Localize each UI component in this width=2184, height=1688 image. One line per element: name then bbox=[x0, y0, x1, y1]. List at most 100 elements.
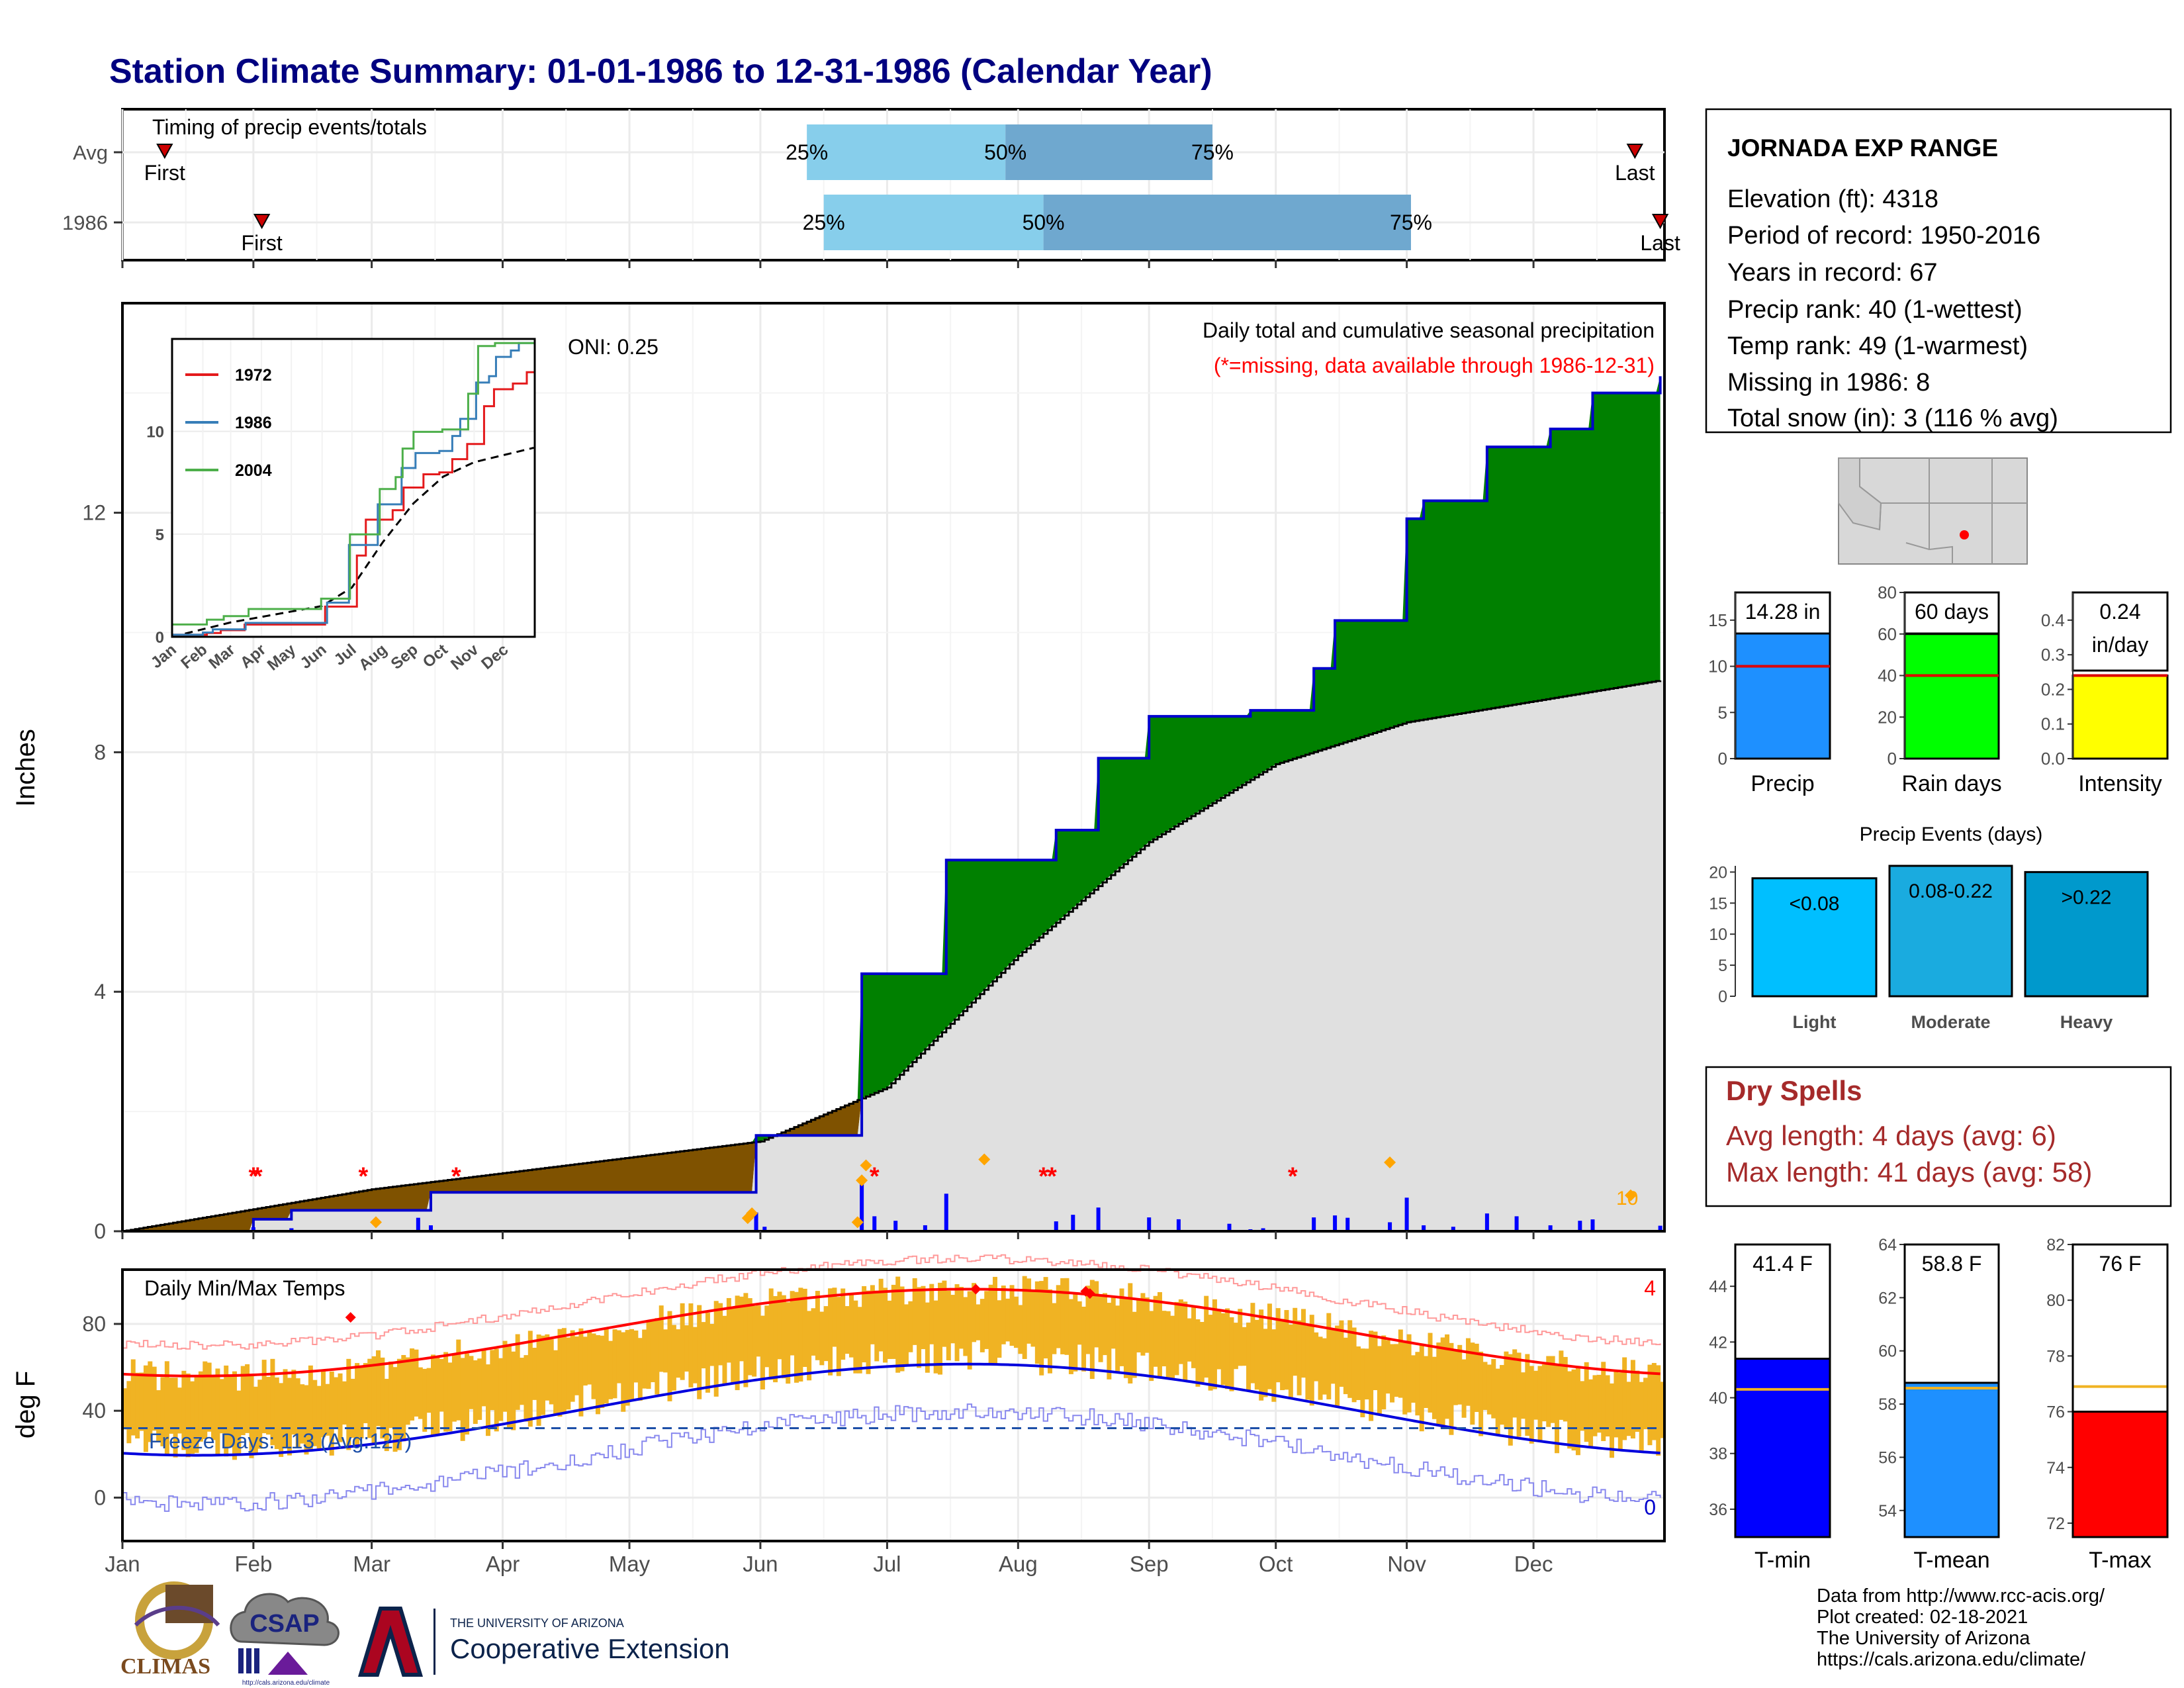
bar-frame bbox=[1903, 1243, 2000, 1538]
daily-temp-bar bbox=[1060, 1278, 1066, 1354]
daily-temp-bar bbox=[338, 1373, 343, 1442]
daily-temp-bar bbox=[1537, 1366, 1543, 1442]
daily-temp-bar bbox=[1647, 1364, 1653, 1446]
daily-temp-bar bbox=[532, 1348, 537, 1400]
timing-marker bbox=[156, 144, 173, 160]
daily-precip-bar bbox=[1096, 1207, 1101, 1231]
month-label: Oct bbox=[1259, 1552, 1293, 1576]
bar-frame bbox=[2071, 1243, 2169, 1538]
daily-temp-bar bbox=[1005, 1298, 1011, 1342]
bar-y-tick-label: 56 bbox=[1878, 1448, 1897, 1467]
inset-y-tick-label: 0 bbox=[156, 629, 164, 647]
daily-precip-bar bbox=[1176, 1219, 1181, 1231]
avg-cumulative-line bbox=[122, 680, 1662, 1233]
daily-temp-bar bbox=[392, 1367, 398, 1452]
daily-temp-bar bbox=[1369, 1331, 1374, 1421]
daily-temp-bar bbox=[253, 1386, 258, 1453]
record-high-marker bbox=[1084, 1288, 1095, 1299]
summary-bar bbox=[1903, 633, 2000, 760]
daily-temp-bar bbox=[1406, 1334, 1412, 1413]
daily-temp-bar bbox=[143, 1365, 148, 1452]
daily-temp-bar bbox=[490, 1350, 495, 1411]
bar-y-tick-label: 72 bbox=[2046, 1515, 2065, 1533]
summary-value-label: 76 F bbox=[2099, 1252, 2141, 1276]
inset-y-tick-label: 10 bbox=[146, 424, 164, 442]
daily-temp-bar bbox=[1064, 1278, 1069, 1355]
daily-temp-bar bbox=[1254, 1319, 1259, 1390]
missing-day-marker: * bbox=[451, 1162, 461, 1190]
daily-precip-bar bbox=[1345, 1217, 1350, 1231]
bar-inside-label: 0.08-0.22 bbox=[1909, 880, 1993, 902]
station-line: Precip rank: 40 (1-wettest) bbox=[1727, 296, 2023, 324]
daily-temp-bar bbox=[122, 1388, 127, 1430]
bar-inside-label: >0.22 bbox=[2062, 886, 2112, 908]
daily-temp-bar bbox=[705, 1313, 710, 1393]
daily-temp-bar bbox=[224, 1365, 229, 1457]
record-min-count: 0 bbox=[1644, 1495, 1656, 1519]
daily-temp-bar bbox=[887, 1300, 892, 1359]
daily-temp-bar bbox=[1242, 1327, 1247, 1366]
daily-temp-bar bbox=[642, 1329, 647, 1389]
daily-temp-bar bbox=[1330, 1330, 1336, 1384]
daily-temp-bar bbox=[1157, 1291, 1162, 1377]
daily-temp-bar bbox=[1259, 1309, 1264, 1401]
month-label: Dec bbox=[1514, 1552, 1553, 1576]
bar-y-tick-label: 0 bbox=[1888, 749, 1897, 769]
daily-temp-bar bbox=[494, 1348, 499, 1432]
daily-temp-bar bbox=[350, 1378, 355, 1438]
daily-temp-bar bbox=[561, 1328, 567, 1413]
daily-temp-bar bbox=[612, 1329, 617, 1399]
daily-temp-bar bbox=[1043, 1277, 1048, 1359]
quartile-label: 50% bbox=[984, 140, 1026, 164]
daily-temp-bar bbox=[367, 1358, 373, 1438]
daily-temp-bar bbox=[709, 1324, 715, 1366]
locator-map bbox=[1838, 457, 2028, 565]
daily-temp-bar bbox=[1187, 1318, 1192, 1362]
daily-temp-bar bbox=[857, 1307, 862, 1374]
missing-day-marker: * bbox=[1038, 1162, 1048, 1190]
bar-y-tick-label: 36 bbox=[1709, 1501, 1727, 1519]
summary-bar bbox=[1888, 865, 2013, 998]
daily-temp-bar bbox=[671, 1325, 676, 1391]
daily-temp-bar bbox=[659, 1305, 664, 1372]
daily-temp-bar bbox=[1610, 1383, 1614, 1458]
daily-temp-bar bbox=[1351, 1327, 1357, 1403]
daily-temp-bar bbox=[414, 1349, 419, 1417]
daily-temp-bar bbox=[929, 1284, 934, 1344]
month-label: Jul bbox=[873, 1552, 901, 1576]
ua-cooperative-extension-logo: THE UNIVERSITY OF ARIZONA Cooperative Ex… bbox=[357, 1607, 730, 1677]
bar-frame bbox=[1734, 1243, 1831, 1538]
summary-bar bbox=[1751, 877, 1878, 998]
daily-precip-bar bbox=[1590, 1225, 1595, 1231]
bar-y-tick-label: 15 bbox=[1708, 610, 1727, 630]
daily-temp-bar bbox=[832, 1288, 837, 1347]
daily-temp-bar bbox=[862, 1286, 867, 1363]
daily-temp-bar bbox=[1432, 1356, 1437, 1419]
daily-temp-bar bbox=[591, 1333, 596, 1399]
daily-temp-bar bbox=[152, 1366, 157, 1431]
daily-temp-bar bbox=[443, 1352, 449, 1432]
bar-y-tick-label: 20 bbox=[1878, 707, 1897, 727]
credit-line: Data from http://www.rcc-acis.org/ bbox=[1817, 1585, 2105, 1607]
daily-temp-bar bbox=[1326, 1313, 1332, 1399]
bar-y-tick-label: 0.4 bbox=[2041, 610, 2065, 630]
daily-temp-bar bbox=[325, 1383, 330, 1436]
quartile-bar-25-50 bbox=[807, 124, 1006, 180]
daily-temp-bar bbox=[726, 1297, 731, 1363]
daily-temp-bar bbox=[946, 1290, 951, 1361]
daily-temp-bar bbox=[557, 1329, 563, 1417]
daily-temp-bar bbox=[578, 1328, 584, 1417]
bar-y-tick-label: 40 bbox=[1709, 1389, 1727, 1408]
daily-temp-bar bbox=[540, 1335, 545, 1415]
daily-temp-bar bbox=[684, 1325, 689, 1372]
bar-y-tick-label: 82 bbox=[2046, 1236, 2065, 1254]
daily-temp-bar bbox=[1199, 1322, 1205, 1383]
daily-temp-bar bbox=[967, 1291, 972, 1370]
daily-precip-bar bbox=[860, 1178, 864, 1231]
observed-cumulative-line bbox=[122, 376, 1662, 1233]
daily-temp-bar bbox=[520, 1358, 525, 1405]
credit-line: The University of Arizona bbox=[1817, 1628, 2030, 1649]
daily-temp-bar bbox=[431, 1354, 435, 1436]
daily-temp-bar bbox=[181, 1370, 187, 1450]
station-location-marker bbox=[1960, 530, 1969, 539]
